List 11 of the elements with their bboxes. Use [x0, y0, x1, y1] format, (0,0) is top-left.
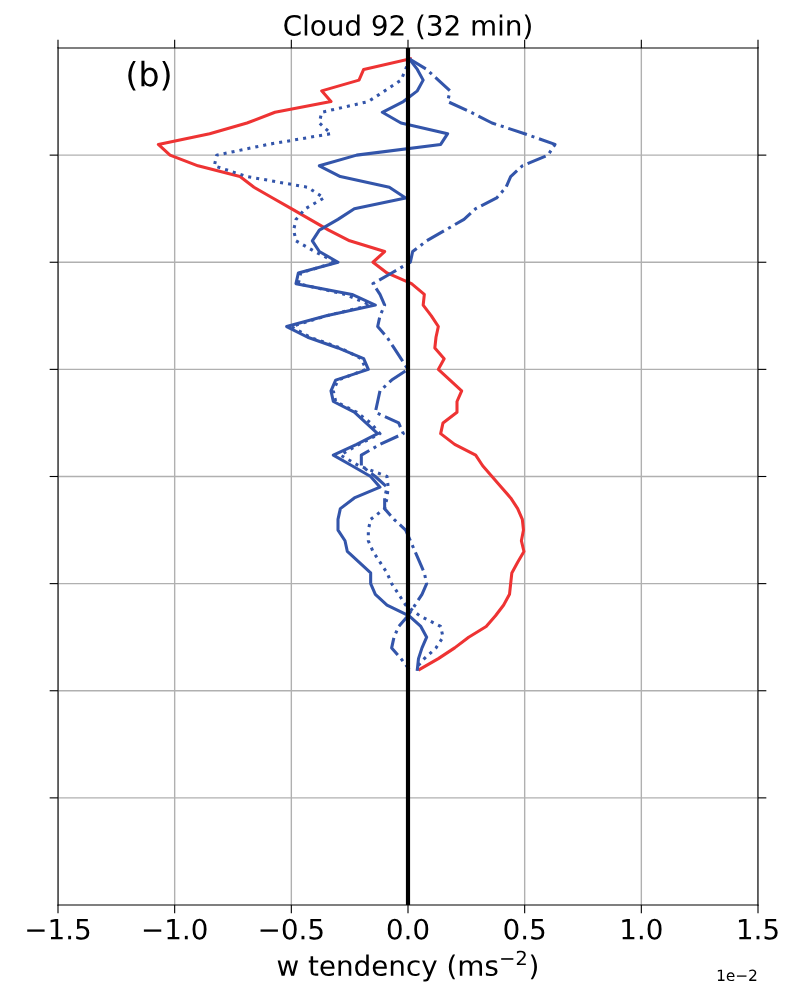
x-tick-label: −1.5	[27, 919, 90, 940]
x-tick-label: −0.5	[260, 918, 323, 940]
annotation: (b)	[128, 60, 170, 91]
x-tick-label: 0.0	[387, 918, 429, 940]
x-tick-label: −1.0	[143, 918, 207, 940]
x-tick-label: 1.0	[622, 918, 662, 940]
x-axis-title: w tendency (ms$^{−2}$)	[277, 950, 537, 982]
x-tick-label: 1.5	[738, 919, 778, 940]
x-tick-label: 0.5	[504, 918, 545, 940]
text: 1e−2	[717, 969, 757, 982]
chart-title: Cloud 92 (32 min)	[284, 14, 531, 40]
